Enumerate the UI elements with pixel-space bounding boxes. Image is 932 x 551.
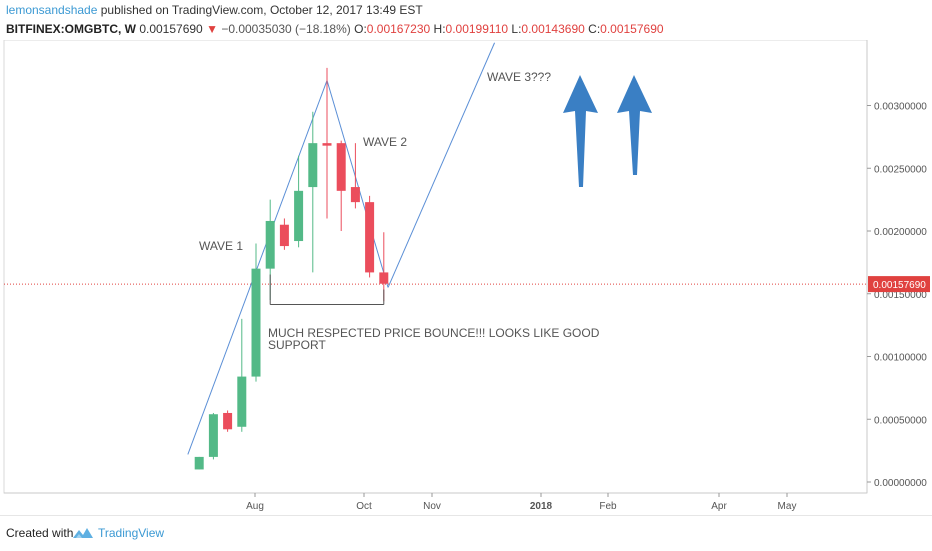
annotation-text: MUCH RESPECTED PRICE BOUNCE!!! LOOKS LIK…	[268, 326, 600, 340]
annotation-text: WAVE 1	[199, 239, 243, 253]
y-axis: 0.00000000 0.00050000 0.00100000 0.00150000…	[867, 102, 927, 489]
candle	[237, 318, 247, 432]
candle	[251, 243, 261, 382]
up-arrows	[563, 75, 652, 187]
candle	[322, 67, 332, 219]
y-tick-label: 0.00300000	[874, 102, 927, 113]
candle-body	[322, 143, 332, 146]
candle-body	[379, 272, 389, 284]
candle-body	[251, 268, 261, 377]
candle	[350, 143, 360, 209]
low-label: L:	[511, 22, 522, 36]
last-price: 0.00157690	[139, 22, 203, 36]
candle	[365, 195, 375, 278]
symbol-label: BITFINEX:OMGBTC, W	[6, 22, 136, 36]
x-tick-label: 2018	[530, 501, 553, 512]
candle	[294, 155, 304, 248]
up-arrow-icon	[563, 75, 598, 187]
open-label: O:	[354, 22, 367, 36]
candle	[208, 412, 218, 460]
down-triangle-icon: ▼	[206, 22, 218, 36]
x-tick-label: Aug	[246, 501, 264, 512]
published-text: published on TradingView.com, October 12…	[97, 3, 423, 17]
candle-body	[350, 187, 360, 203]
chart-header: lemonsandshade published on TradingView.…	[4, 0, 928, 40]
candle-body	[365, 202, 375, 273]
candle-body	[279, 224, 289, 247]
y-tick-label: 0.00100000	[874, 353, 927, 364]
annotations: WAVE 1 WAVE 2 WAVE 3??? MUCH RESPECTED PRIC…	[199, 70, 600, 352]
candles	[194, 67, 389, 470]
low-value: 0.00143690	[521, 22, 585, 36]
x-tick-label: Feb	[599, 501, 617, 512]
open-value: 0.00167230	[366, 22, 431, 36]
candle	[336, 140, 346, 231]
high-value: 0.00199110	[445, 22, 509, 36]
x-tick-label: Nov	[423, 501, 441, 512]
close-label: C:	[588, 22, 601, 36]
close-value: 0.00157690	[600, 22, 664, 36]
candle	[223, 410, 233, 432]
candle	[308, 111, 318, 273]
y-tick-label: 0.00000000	[874, 478, 927, 489]
candle	[194, 456, 204, 470]
last-price-label: 0.00157690	[868, 276, 930, 293]
x-tick-label: Oct	[356, 501, 372, 512]
high-label: H:	[433, 22, 446, 36]
last-price-badge-text: 0.00157690	[873, 280, 926, 291]
y-tick-label: 0.00250000	[874, 164, 927, 175]
tradingview-logo-icon[interactable]	[72, 525, 94, 546]
x-tick-label: Apr	[711, 501, 727, 512]
plot-area	[3, 40, 868, 494]
support-line	[269, 274, 385, 306]
created-with-text: Created with	[6, 526, 74, 540]
candle-body	[223, 412, 233, 430]
last-price-badge	[868, 276, 930, 293]
candle-body	[208, 414, 218, 457]
candle	[279, 218, 289, 250]
x-axis: Aug Oct Nov 2018 Feb Apr May	[246, 493, 796, 512]
publish-line: lemonsandshade published on TradingView.…	[6, 3, 423, 17]
footer: Created with TradingView	[0, 515, 932, 551]
annotation-text: WAVE 3???	[487, 70, 551, 84]
price-change: −0.00035030 (−18.18%)	[221, 22, 351, 36]
y-tick-label: 0.00200000	[874, 227, 927, 238]
annotation-text: SUPPORT	[268, 338, 326, 352]
candle-body	[237, 376, 247, 427]
trend-lines	[187, 42, 496, 455]
y-tick-label: 0.00150000	[874, 290, 927, 301]
up-arrow-icon	[617, 75, 652, 175]
author-link[interactable]: lemonsandshade	[6, 3, 98, 17]
candle-body	[194, 456, 204, 470]
trend-line	[187, 80, 328, 455]
candle-body	[294, 190, 304, 242]
trend-line	[326, 80, 389, 288]
trend-line	[387, 42, 496, 288]
candle-body	[308, 143, 318, 188]
x-tick-label: May	[778, 501, 797, 512]
price-chart[interactable]: 0.00000000 0.00050000 0.00100000 0.00150000…	[0, 40, 932, 515]
candle-body	[265, 220, 275, 269]
y-tick-label: 0.00050000	[874, 415, 927, 426]
tradingview-brand-link[interactable]: TradingView	[98, 526, 165, 540]
ohlc-line: BITFINEX:OMGBTC, W 0.00157690 ▼ −0.00035…	[6, 22, 664, 36]
annotation-text: WAVE 2	[363, 135, 407, 149]
candle-body	[336, 143, 346, 191]
